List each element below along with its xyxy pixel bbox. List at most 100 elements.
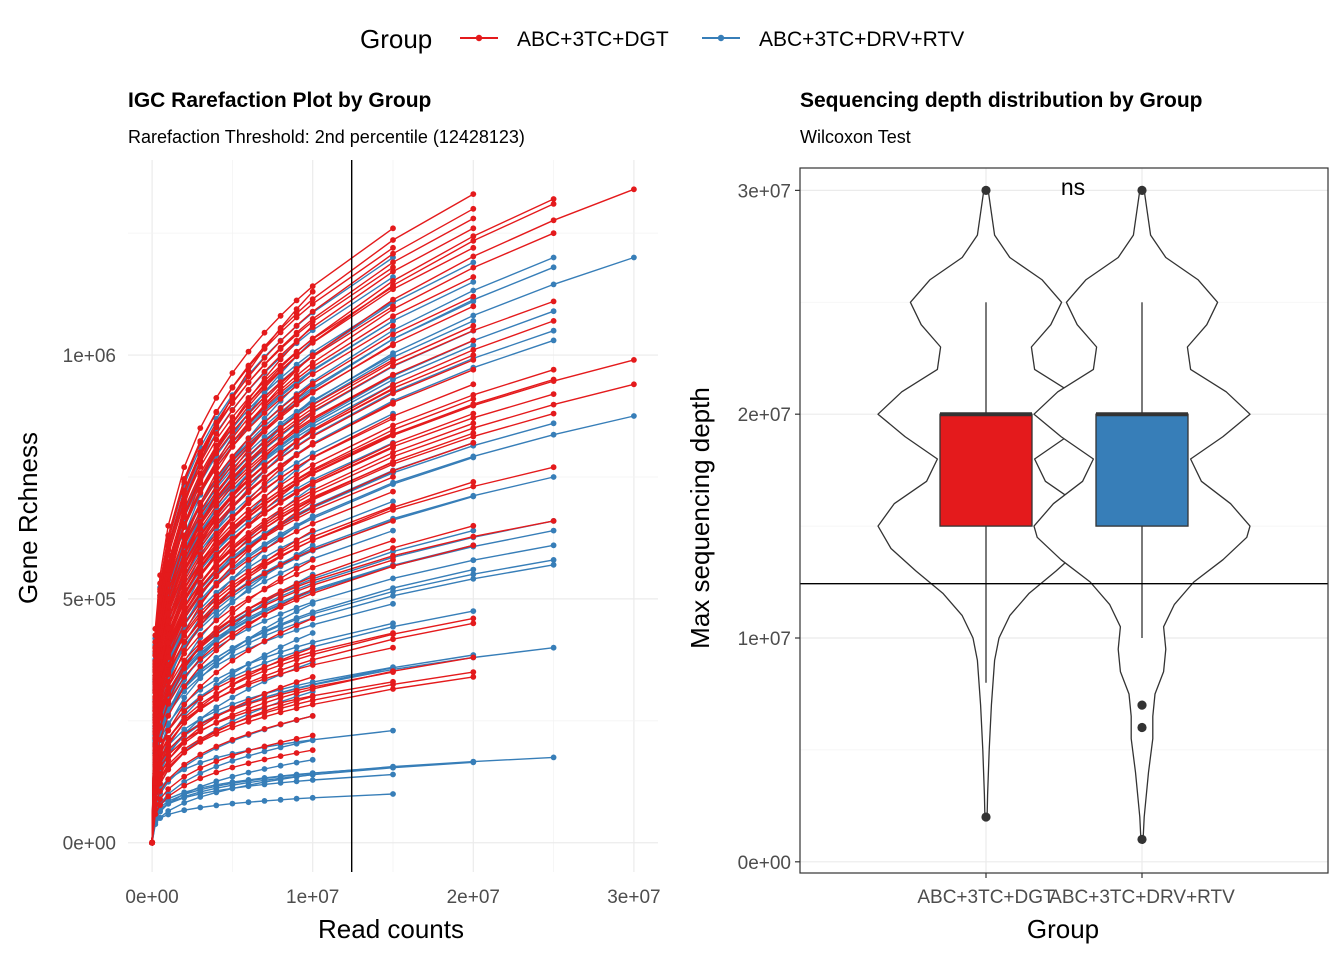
series-point	[165, 735, 172, 741]
series-point	[213, 647, 220, 654]
series-point	[261, 625, 268, 632]
series-point	[181, 657, 188, 664]
series-point	[197, 480, 204, 486]
series-point	[229, 414, 236, 421]
series-point	[213, 695, 220, 702]
series-point	[213, 728, 220, 735]
series-point	[245, 606, 252, 612]
series-point	[157, 665, 164, 672]
series-point	[277, 537, 284, 543]
series-point	[197, 458, 204, 464]
series-point	[550, 420, 557, 427]
box-iqr	[939, 413, 1033, 527]
series-point	[309, 639, 316, 646]
series-point	[245, 635, 252, 642]
series-point	[229, 575, 236, 582]
depth-boxes	[939, 185, 1189, 845]
series-point	[390, 453, 396, 460]
series-point	[213, 593, 220, 599]
boxplot	[939, 185, 1033, 822]
series-point	[309, 701, 316, 708]
series-point	[157, 788, 164, 795]
series-point	[390, 430, 396, 436]
series-point	[293, 705, 300, 712]
series-point	[309, 462, 316, 468]
series-point	[309, 283, 316, 290]
series-line	[151, 247, 394, 843]
series-point	[293, 413, 300, 419]
depth-violins	[877, 189, 1251, 841]
series-point	[309, 547, 316, 553]
series-point	[181, 575, 188, 582]
series-point	[229, 605, 236, 612]
series-point	[149, 839, 156, 846]
series-point	[309, 662, 316, 668]
series-point	[390, 237, 396, 243]
series-point	[390, 791, 396, 797]
rarefaction-title: IGC Rarefaction Plot by Group	[128, 89, 431, 112]
series-point	[309, 388, 316, 395]
series-point	[261, 779, 268, 785]
series-point	[293, 376, 300, 382]
series-point	[470, 392, 477, 398]
series-point	[293, 523, 300, 530]
series-point	[277, 411, 284, 417]
series-point	[293, 666, 300, 673]
series-point	[550, 254, 557, 261]
series-point	[277, 649, 284, 656]
series-point	[213, 676, 220, 683]
series-point	[390, 259, 396, 266]
series-point	[293, 627, 300, 633]
legend-label-drv: ABC+3TC+DRV+RTV	[759, 28, 964, 51]
series-point	[309, 359, 316, 366]
series-point	[245, 731, 252, 737]
series-point	[261, 454, 268, 461]
series-point	[550, 201, 557, 207]
series-point	[261, 533, 268, 539]
series-point	[213, 431, 220, 437]
series-point	[181, 726, 188, 733]
series-point	[277, 506, 284, 513]
series-point	[309, 573, 316, 580]
series-point	[470, 264, 477, 271]
series-point	[181, 737, 188, 744]
series-point	[470, 352, 477, 358]
series-point	[229, 688, 236, 694]
series-point	[550, 376, 557, 383]
series-point	[229, 721, 236, 727]
series-point	[213, 469, 220, 476]
series-point	[277, 721, 284, 728]
series-point	[390, 468, 396, 474]
series-point	[181, 611, 188, 618]
series-point	[390, 303, 396, 310]
series-point	[309, 439, 316, 446]
series-point	[390, 592, 396, 599]
series-point	[470, 237, 477, 244]
series-point	[181, 683, 188, 690]
legend-title: Group	[360, 24, 432, 54]
series-point	[213, 603, 220, 609]
series-point	[470, 396, 477, 402]
series-point	[390, 422, 396, 429]
series-point	[165, 552, 172, 558]
series-point	[261, 394, 268, 400]
series-point	[213, 669, 220, 676]
series-point	[293, 496, 300, 503]
x-tick-label: 2e+07	[447, 887, 500, 908]
series-point	[390, 488, 396, 495]
series-point	[470, 669, 477, 675]
series-point	[277, 487, 284, 494]
series-point	[181, 621, 188, 628]
series-point	[470, 483, 477, 490]
series-point	[245, 799, 252, 806]
series-point	[390, 327, 396, 334]
series-point	[261, 775, 268, 781]
outlier-point	[981, 812, 991, 822]
series-point	[197, 590, 204, 596]
series-point	[550, 644, 557, 651]
series-point	[309, 644, 316, 651]
series-point	[470, 566, 477, 573]
series-point	[293, 395, 300, 402]
series-point	[309, 732, 316, 739]
series-point	[165, 610, 172, 617]
